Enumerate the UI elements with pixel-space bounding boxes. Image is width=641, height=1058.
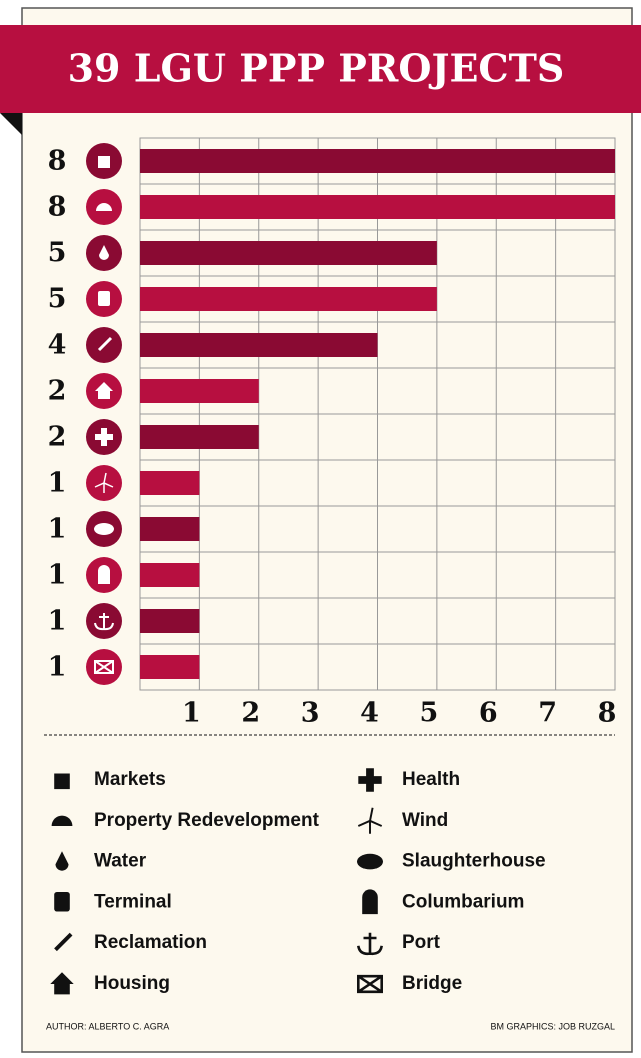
header-band: [0, 25, 641, 113]
chart-title: 39 LGU PPP PROJECTS: [68, 46, 565, 91]
legend-label: Property Redevelopment: [94, 810, 320, 831]
legend-icon: [54, 892, 70, 912]
bar: [140, 517, 200, 541]
value-label: 2: [48, 376, 67, 407]
legend-label: Columbarium: [402, 891, 524, 912]
icon-shape: [96, 203, 112, 211]
x-tick-label: 8: [598, 698, 617, 729]
icon-shape: [98, 565, 110, 584]
legend-icon: [357, 853, 383, 870]
icon-shape: [94, 523, 114, 535]
icon-shape: [99, 245, 109, 260]
value-label: 1: [48, 514, 67, 545]
row-icon: [86, 327, 122, 363]
legend-icon: [362, 889, 378, 915]
legend-icon: [357, 807, 383, 834]
value-label: 2: [48, 422, 67, 453]
icon-shape: [357, 974, 383, 994]
value-label: 1: [48, 560, 67, 591]
icon-shape: [94, 613, 114, 631]
icon-shape: [98, 156, 110, 168]
legend-icon: [50, 972, 74, 995]
bar: [140, 563, 200, 587]
bar: [140, 471, 200, 495]
icon-shape: [358, 768, 382, 792]
author: AUTHOR: ALBERTO C. AGRA: [46, 1021, 169, 1031]
fold: [0, 113, 22, 135]
row-icon: [86, 143, 122, 179]
row-icon: [86, 649, 122, 685]
bar: [140, 149, 615, 173]
legend-label: Water: [94, 851, 147, 872]
legend-label: Bridge: [402, 973, 462, 994]
value-label: 8: [48, 146, 67, 177]
value-label: 5: [48, 238, 67, 269]
icon-shape: [357, 807, 383, 834]
frame: [21, 7, 633, 1053]
legend-icon: [357, 932, 383, 956]
x-tick-label: 4: [360, 698, 379, 729]
value-label: 8: [48, 192, 67, 223]
icon-shape: [51, 815, 73, 826]
icon-shape: [357, 853, 383, 870]
legend-label: Slaughterhouse: [402, 851, 546, 872]
value-label: 5: [48, 284, 67, 315]
bar: [140, 379, 259, 403]
icon-shape: [95, 382, 113, 399]
x-tick-label: 3: [301, 698, 320, 729]
bar: [140, 425, 259, 449]
row-icon: [86, 465, 122, 501]
row-icon: [86, 603, 122, 639]
row-icon: [86, 189, 122, 225]
icon-shape: [357, 932, 383, 956]
bar: [140, 241, 437, 265]
icon-shape: [362, 889, 378, 915]
legend-icon: [358, 768, 382, 792]
bar: [140, 655, 200, 679]
legend-label: Port: [402, 932, 441, 953]
row-icon: [86, 281, 122, 317]
legend-label: Wind: [402, 810, 448, 831]
legend-label: Housing: [94, 973, 170, 994]
bar: [140, 287, 437, 311]
icon-shape: [98, 291, 110, 306]
legend-label: Terminal: [94, 891, 172, 912]
x-tick-label: 1: [182, 698, 201, 729]
bar: [140, 333, 378, 357]
legend-label: Markets: [94, 769, 166, 790]
row-icon: [86, 557, 122, 593]
row-icon: [86, 419, 122, 455]
x-tick-label: 6: [479, 698, 498, 729]
row-icon: [86, 373, 122, 409]
value-label: 1: [48, 468, 67, 499]
icon-shape: [54, 932, 73, 952]
x-tick-label: 5: [419, 698, 438, 729]
icon-shape: [94, 660, 114, 674]
legend-label: Reclamation: [94, 932, 207, 953]
legend-icon: [55, 851, 69, 871]
icon-shape: [54, 773, 70, 790]
value-label: 1: [48, 652, 67, 683]
x-tick-label: 7: [538, 698, 557, 729]
credit: BM GRAPHICS: JOB RUZGAL: [490, 1021, 615, 1031]
legend-icon: [357, 974, 383, 994]
icon-shape: [54, 892, 70, 912]
icon-shape: [97, 336, 113, 352]
legend-icon: [54, 932, 73, 952]
icon-shape: [50, 972, 74, 995]
row-icon: [86, 235, 122, 271]
bar: [140, 195, 615, 219]
icon-shape: [95, 428, 113, 446]
value-label: 4: [48, 330, 67, 361]
bar: [140, 609, 200, 633]
value-label: 1: [48, 606, 67, 637]
icon-shape: [55, 851, 69, 871]
legend-icon: [54, 773, 70, 790]
x-tick-label: 2: [241, 698, 260, 729]
legend-icon: [51, 815, 73, 826]
icon-shape: [94, 472, 114, 493]
legend-label: Health: [402, 769, 460, 790]
row-icon: [86, 511, 122, 547]
